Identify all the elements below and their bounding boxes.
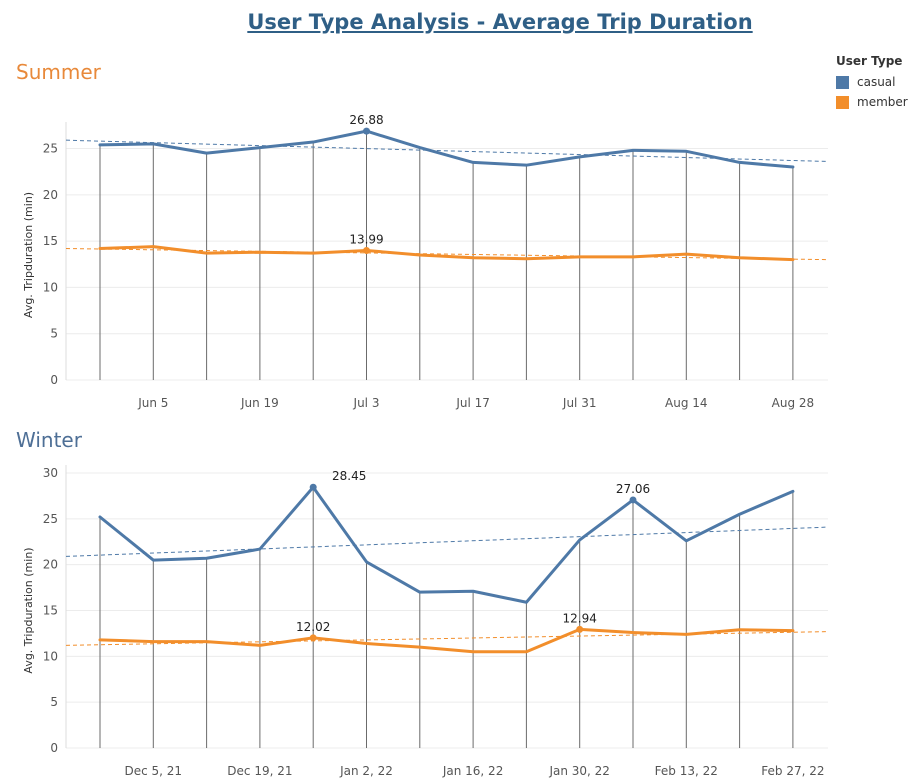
summer-xtick-label: Jun 5 (137, 396, 168, 410)
winter-point-member (309, 634, 317, 642)
winter-point-casual (309, 483, 317, 491)
summer-xtick-label: Aug 14 (665, 396, 708, 410)
summer-ytick-label: 15 (43, 234, 58, 248)
summer-ylabel: Avg. Tripduration (min) (22, 192, 35, 318)
summer-data-label-casual: 26.88 (349, 113, 383, 127)
legend-swatch-casual (836, 75, 849, 89)
main-title: User Type Analysis - Average Trip Durati… (247, 10, 753, 34)
summer-point-casual (363, 127, 370, 135)
winter-xtick-label: Jan 30, 22 (548, 764, 609, 778)
winter-chart: 0 5 10 15 20 25 30 Avg. Tripduration (min) Dec 5… (22, 465, 829, 778)
winter-ytick-label: 25 (43, 512, 58, 526)
legend-item-member[interactable]: member (836, 92, 908, 112)
winter-trend-casual (65, 526, 829, 557)
winter-ytick-label: 5 (50, 695, 58, 709)
winter-xtick-label: Feb 27, 22 (761, 764, 824, 778)
winter-xtick-label: Feb 13, 22 (655, 764, 718, 778)
summer-xtick-label: Jun 19 (240, 396, 279, 410)
summer-ytick-label: 10 (43, 280, 58, 294)
summer-xtick-label: Aug 28 (772, 396, 815, 410)
summer-line-member (98, 245, 795, 262)
winter-line-member (98, 627, 795, 654)
summer-xtick-label: Jul 31 (562, 396, 597, 410)
winter-data-label-member: 12.94 (563, 611, 597, 625)
winter-ytick-label: 30 (43, 466, 58, 480)
legend-label-member: member (857, 95, 908, 109)
winter-data-label-member: 12.02 (296, 620, 330, 634)
legend-item-casual[interactable]: casual (836, 72, 908, 92)
summer-ytick-label: 5 (50, 327, 58, 341)
winter-ytick-label: 0 (50, 741, 58, 755)
winter-ytick-label: 20 (43, 558, 58, 572)
summer-xtick-label: Jul 17 (455, 396, 490, 410)
summer-point-member (363, 246, 370, 254)
winter-section-title: Winter (16, 428, 82, 452)
winter-data-label-casual: 27.06 (616, 482, 650, 496)
summer-xtick-label: Jul 3 (353, 396, 380, 410)
summer-section-title: Summer (16, 60, 101, 84)
winter-point-member (576, 625, 584, 633)
winter-point-casual (629, 496, 637, 504)
summer-line-casual (98, 129, 795, 169)
winter-ytick-label: 15 (43, 604, 58, 618)
legend: User Type casual member (836, 54, 908, 112)
summer-chart: 0 5 10 15 20 25 Avg. Tripduration (min) Jun 5 Ju… (22, 113, 829, 410)
winter-trend-member (65, 631, 829, 646)
winter-ytick-label: 10 (43, 649, 58, 663)
winter-xtick-label: Jan 2, 22 (339, 764, 393, 778)
legend-label-casual: casual (857, 75, 896, 89)
winter-xtick-label: Dec 19, 21 (227, 764, 292, 778)
winter-line-casual (98, 485, 795, 604)
summer-trend-casual (65, 139, 829, 162)
legend-swatch-member (836, 95, 849, 109)
legend-title: User Type (836, 54, 903, 68)
winter-xtick-label: Jan 16, 22 (442, 764, 503, 778)
summer-data-label-member: 13.99 (349, 232, 383, 246)
summer-ytick-label: 0 (50, 373, 58, 387)
summer-ytick-label: 20 (43, 188, 58, 202)
winter-data-label-casual: 28.45 (332, 469, 366, 483)
winter-ylabel: Avg. Tripduration (min) (22, 547, 35, 673)
winter-xtick-label: Dec 5, 21 (125, 764, 183, 778)
summer-ytick-label: 25 (43, 142, 58, 156)
